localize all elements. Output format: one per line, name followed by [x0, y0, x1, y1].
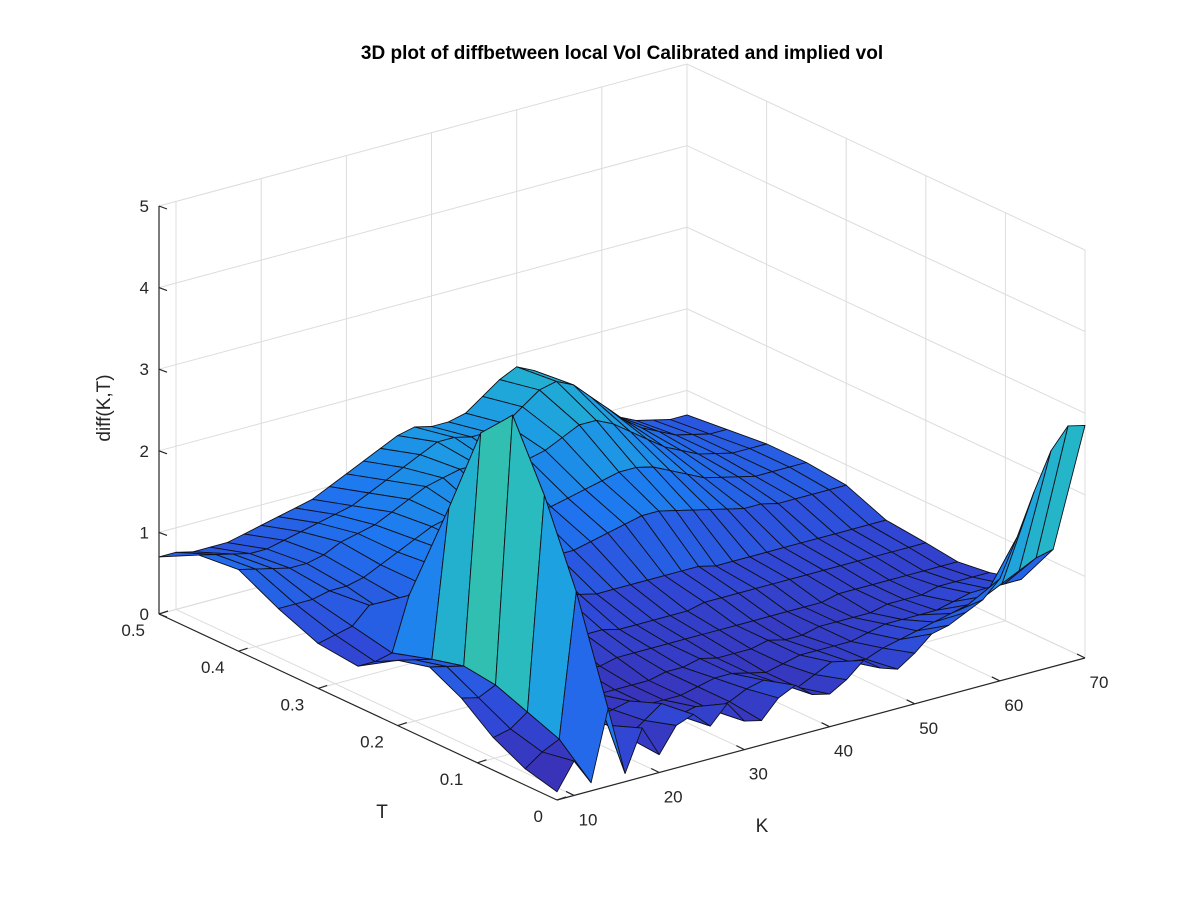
x-tick-label: 60: [1004, 696, 1023, 715]
x-tick-mark: [906, 699, 915, 705]
z-tick-label: 2: [140, 442, 149, 461]
x-axis-label: K: [756, 816, 769, 837]
x-tick-mark: [736, 745, 745, 751]
z-tick-label: 3: [140, 360, 149, 379]
z-tick-label: 5: [140, 197, 149, 216]
y-tick-label: 0.5: [121, 621, 145, 640]
y-tick-label: 0.4: [201, 658, 225, 677]
x-tick-mark: [991, 676, 1001, 682]
surface: [158, 366, 1086, 793]
z-tick-mark: [158, 613, 168, 618]
chart-title: 3D plot of diffbetween local Vol Calibra…: [361, 43, 883, 64]
z-tick-mark: [158, 368, 168, 373]
x-axis-line: [556, 657, 1086, 801]
axis-lines: [158, 205, 1086, 801]
x-tick-mark: [821, 722, 830, 728]
x-tick-label: 30: [749, 765, 768, 784]
x-tick-label: 70: [1090, 673, 1109, 692]
y-tick-mark: [238, 647, 248, 652]
x-tick-label: 10: [579, 810, 598, 829]
y-tick-label: 0.1: [440, 770, 464, 789]
z-tick-mark: [158, 450, 168, 455]
y-tick-label: 0.3: [281, 695, 305, 714]
z-tick-label: 4: [140, 279, 149, 298]
z-tick-label: 0: [140, 605, 149, 624]
surface-patch: [524, 751, 575, 793]
x-tick-mark: [565, 790, 575, 796]
x-tick-label: 50: [919, 719, 938, 738]
y-axis-line: [158, 613, 558, 801]
x-tick-label: 40: [834, 742, 853, 761]
y-tick-mark: [158, 610, 169, 615]
y-tick-mark: [556, 796, 567, 801]
z-tick-mark: [158, 205, 168, 210]
y-tick-mark: [397, 722, 407, 727]
z-tick-mark: [158, 287, 168, 292]
x-tick-mark: [650, 767, 660, 774]
y-tick-mark: [477, 759, 487, 764]
y-tick-label: 0: [534, 807, 543, 826]
x-tick-mark: [1076, 653, 1086, 659]
y-axis-label: T: [376, 802, 388, 823]
y-tick-mark: [318, 684, 328, 689]
x-tick-label: 20: [664, 788, 683, 807]
z-tick-mark: [158, 531, 168, 536]
z-axis-label: diff(K,T): [94, 374, 115, 441]
y-tick-label: 0.2: [360, 733, 384, 752]
z-tick-label: 1: [140, 523, 149, 542]
